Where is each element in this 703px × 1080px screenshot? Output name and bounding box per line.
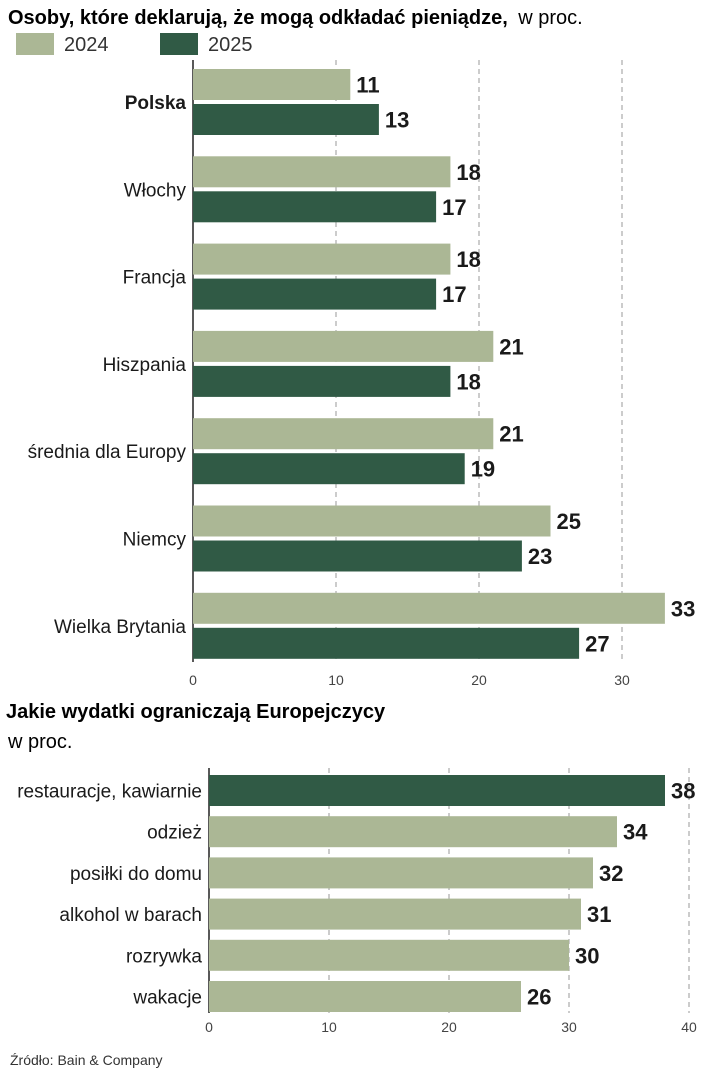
chart2-x-ticks: 0 10 20 30 40 [205, 1019, 697, 1035]
chart1-value-label: 17 [442, 282, 466, 307]
chart1-x-ticks: 0 10 20 30 [189, 672, 630, 688]
chart1-value-label: 17 [442, 195, 466, 220]
chart2-gridlines [208, 768, 690, 1013]
chart2-bar [209, 939, 569, 971]
chart2-value-label: 30 [575, 943, 599, 968]
source-note: Źródło: Bain & Company [10, 1052, 163, 1068]
chart1-bar-2024 [193, 592, 665, 624]
chart2-category-label: rozrywka [126, 946, 202, 967]
chart1-value-label: 19 [471, 457, 495, 482]
chart2-bar [209, 857, 593, 889]
chart1-category-label: Polska [125, 93, 187, 114]
chart2-value-label: 34 [623, 820, 648, 845]
chart1-value-label: 18 [456, 160, 480, 185]
chart2-bar [209, 981, 521, 1012]
chart2-value-label: 38 [671, 779, 695, 804]
chart2-bar [209, 816, 617, 848]
chart1-bar-2025 [193, 453, 465, 485]
chart1-value-label: 13 [385, 108, 409, 133]
chart1-value-label: 18 [456, 369, 480, 394]
chart1-value-label: 33 [671, 596, 695, 621]
chart2-x-tick-label: 20 [441, 1019, 457, 1035]
chart2-x-tick-label: 30 [561, 1019, 577, 1035]
chart1-value-label: 11 [356, 73, 379, 98]
chart1-x-tick-label: 30 [614, 672, 630, 688]
chart1-value-label: 18 [456, 247, 480, 272]
chart1-bar-2024 [193, 69, 351, 100]
chart2-value-label: 26 [527, 985, 551, 1010]
chart1-bar-2025 [193, 191, 437, 223]
chart2-category-labels: restauracje, kawiarnie odzież posiłki do d… [17, 782, 202, 1009]
chart2-value-label: 32 [599, 861, 623, 886]
chart1-bar-2024 [193, 243, 451, 275]
chart2-title: Jakie wydatki ograniczają Europejczycy [6, 701, 386, 723]
chart1-value-label: 21 [499, 334, 523, 359]
chart1-value-label: 21 [499, 422, 523, 447]
chart2-unit: w proc. [7, 731, 72, 753]
chart1-value-label: 23 [528, 544, 552, 569]
chart1-bar-2024 [193, 156, 451, 188]
chart2-bar [209, 898, 581, 930]
legend-2025-swatch [160, 33, 198, 55]
chart1-bar-2025 [193, 627, 580, 659]
chart1-category-label: Hiszpania [103, 355, 187, 376]
chart1-x-tick-label: 20 [471, 672, 487, 688]
legend-2024-swatch [16, 33, 54, 55]
chart2-category-label: odzież [147, 823, 202, 844]
chart1-x-tick-label: 0 [189, 672, 197, 688]
chart2-category-label: posiłki do domu [70, 864, 202, 885]
chart1-title: Osoby, które deklarują, że mogą odkładać… [8, 7, 583, 29]
chart1-category-label: Niemcy [123, 530, 187, 551]
chart1-category-label: średnia dla Europy [28, 442, 187, 463]
chart2-category-label: alkohol w barach [59, 905, 202, 926]
chart2-x-tick-label: 40 [681, 1019, 697, 1035]
legend-2025-label: 2025 [208, 34, 253, 56]
chart1-bar-2024 [193, 505, 551, 537]
chart1-category-label: Francja [123, 268, 187, 289]
chart1-bar-2025 [193, 104, 379, 135]
chart2-x-tick-label: 10 [321, 1019, 337, 1035]
chart1-category-label: Włochy [124, 180, 187, 201]
chart1-value-label: 25 [557, 509, 581, 534]
chart1-x-tick-label: 10 [328, 672, 344, 688]
chart1-title-main: Osoby, które deklarują, że mogą odkładać… [8, 7, 508, 29]
chart1-title-unit: w proc. [517, 7, 582, 29]
chart2-x-tick-label: 0 [205, 1019, 213, 1035]
chart1-category-labels: Polska Włochy Francja Hiszpania średnia dla … [28, 93, 187, 638]
chart2-category-label: wakacje [132, 988, 202, 1009]
chart1-bar-2024 [193, 418, 494, 450]
chart2-category-label: restauracje, kawiarnie [17, 782, 202, 803]
chart1-bar-2024 [193, 330, 494, 362]
chart1-bar-2025 [193, 278, 437, 310]
chart1-bar-2025 [193, 540, 522, 572]
chart1-bar-2025 [193, 365, 451, 397]
chart1-value-label: 27 [585, 631, 609, 656]
legend-2024-label: 2024 [64, 34, 109, 56]
chart2-bar [209, 775, 665, 806]
chart2-value-label: 31 [587, 902, 611, 927]
chart1-category-label: Wielka Brytania [54, 617, 186, 638]
